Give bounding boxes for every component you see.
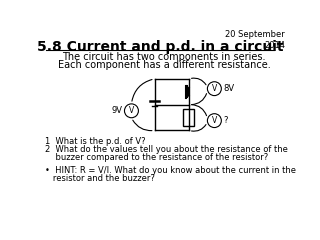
Text: V: V — [212, 116, 217, 125]
Circle shape — [124, 104, 139, 118]
Text: •  HINT: R = V/I. What do you know about the current in the: • HINT: R = V/I. What do you know about … — [45, 166, 296, 175]
Text: 20 September
2014: 20 September 2014 — [225, 30, 285, 50]
Circle shape — [207, 114, 221, 127]
Text: 8V: 8V — [223, 84, 234, 93]
Text: ?: ? — [223, 116, 228, 125]
Bar — [183, 109, 194, 126]
Text: 2  What do the values tell you about the resistance of the: 2 What do the values tell you about the … — [45, 145, 288, 154]
Text: buzzer compared to the resistance of the resistor?: buzzer compared to the resistance of the… — [45, 153, 268, 162]
Circle shape — [207, 82, 221, 96]
Text: 9V: 9V — [112, 106, 123, 115]
Text: The circuit has two components in series.: The circuit has two components in series… — [62, 52, 266, 62]
Text: V: V — [129, 106, 134, 115]
Text: Each component has a different resistance.: Each component has a different resistanc… — [58, 60, 270, 70]
Text: V: V — [212, 84, 217, 93]
Text: 1  What is the p.d. of V?: 1 What is the p.d. of V? — [45, 137, 145, 146]
Text: resistor and the buzzer?: resistor and the buzzer? — [45, 174, 155, 183]
Text: 5.8 Current and p.d. in a circuit: 5.8 Current and p.d. in a circuit — [37, 40, 284, 54]
